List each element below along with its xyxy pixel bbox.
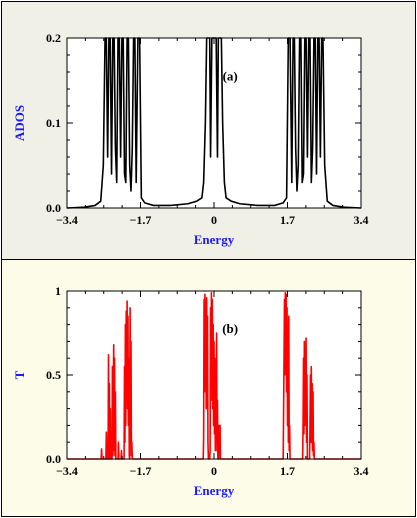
panel-label: (b) xyxy=(222,321,238,336)
x-tick-label: −1.7 xyxy=(130,464,152,478)
x-tick-label: −1.7 xyxy=(130,213,152,227)
x-tick-label: −3.4 xyxy=(56,464,78,478)
x-tick-label: −3.4 xyxy=(56,213,78,227)
x-tick-label: 0 xyxy=(211,464,217,478)
panel-b: −3.4 −1.7 0 1.7 3.4 0.0 0.5 1 Energy T (b) xyxy=(2,260,415,516)
x-tick-label: 3.4 xyxy=(354,213,369,227)
y-axis-label: ADOS xyxy=(12,105,27,141)
x-tick-label: 1.7 xyxy=(280,464,295,478)
ados-chart: −3.4 −1.7 0 1.7 3.4 0.0 0.1 0.2 Energy ADOS (a) xyxy=(12,31,369,247)
y-tick-label: 0.1 xyxy=(46,116,61,130)
x-axis-label: Energy xyxy=(194,483,235,498)
y-tick-label: 1 xyxy=(55,284,61,298)
y-tick-label: 0.2 xyxy=(46,31,61,45)
x-tick-label: 3.4 xyxy=(354,464,369,478)
transmission-chart: −3.4 −1.7 0 1.7 3.4 0.0 0.5 1 Energy T (b) xyxy=(12,284,369,498)
y-tick-label: 0.0 xyxy=(46,452,61,466)
panel-label: (a) xyxy=(223,69,238,84)
panel-divider xyxy=(2,259,415,260)
y-tick-label: 0.0 xyxy=(46,201,61,215)
y-axis-label: T xyxy=(12,370,27,379)
data-line-series xyxy=(67,291,361,460)
x-tick-label: 0 xyxy=(211,213,217,227)
x-tick-label: 1.7 xyxy=(280,213,295,227)
y-tick-label: 0.5 xyxy=(46,368,61,382)
panel-a: −3.4 −1.7 0 1.7 3.4 0.0 0.1 0.2 Energy ADOS (a) xyxy=(2,2,415,259)
x-axis-label: Energy xyxy=(194,232,235,247)
